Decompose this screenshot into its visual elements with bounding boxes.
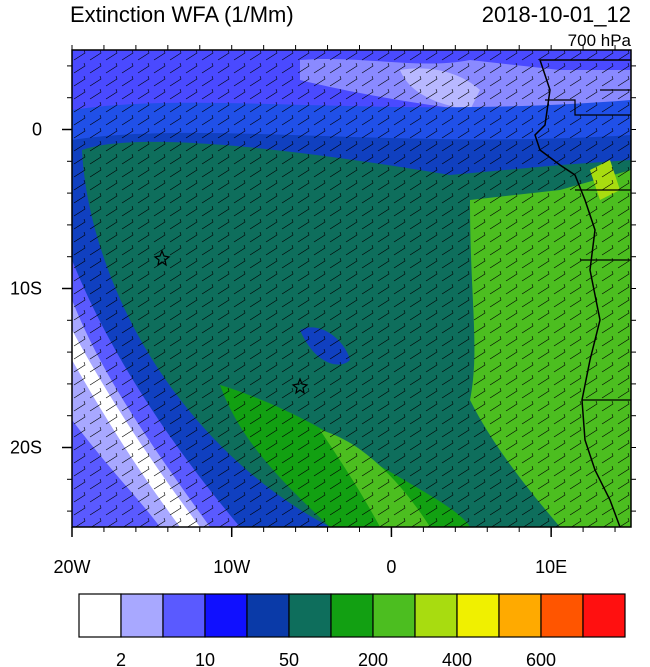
x-tick-label: 0	[386, 557, 396, 577]
colorbar-label: 10	[195, 650, 215, 667]
colorbar-box	[498, 593, 542, 638]
colorbar-label: 400	[442, 650, 472, 667]
colorbar-box	[582, 593, 626, 638]
colorbar-box	[162, 593, 206, 638]
colorbar-box	[288, 593, 332, 638]
coastline	[534, 59, 631, 527]
station-star	[291, 377, 309, 395]
wind-barbs	[72, 50, 631, 527]
x-tick-label: 10E	[535, 557, 567, 577]
x-tick-label: 10W	[213, 557, 250, 577]
colorbar-label: 600	[526, 650, 556, 667]
colorbar-box	[78, 593, 122, 638]
y-tick-label: 0	[32, 120, 42, 140]
colorbar-label: 50	[279, 650, 299, 667]
map-field	[72, 50, 631, 527]
x-tick-label: 20W	[53, 557, 90, 577]
colorbar-box	[204, 593, 248, 638]
colorbar-box	[330, 593, 374, 638]
colorbar-box	[456, 593, 500, 638]
y-tick-label: 20S	[10, 438, 42, 458]
colorbar-label: 2	[116, 650, 126, 667]
colorbar-box	[246, 593, 290, 638]
time-label: 2018-10-01_12	[482, 2, 631, 27]
colorbar-box	[540, 593, 584, 638]
colorbar-box	[414, 593, 458, 638]
y-tick-label: 10S	[10, 279, 42, 299]
colorbar-box	[120, 593, 164, 638]
level-label: 700 hPa	[568, 31, 632, 50]
title: Extinction WFA (1/Mm)	[70, 2, 294, 27]
colorbar-box	[372, 593, 416, 638]
border	[545, 89, 631, 401]
station-star	[153, 249, 171, 267]
colorbar-label: 200	[358, 650, 388, 667]
